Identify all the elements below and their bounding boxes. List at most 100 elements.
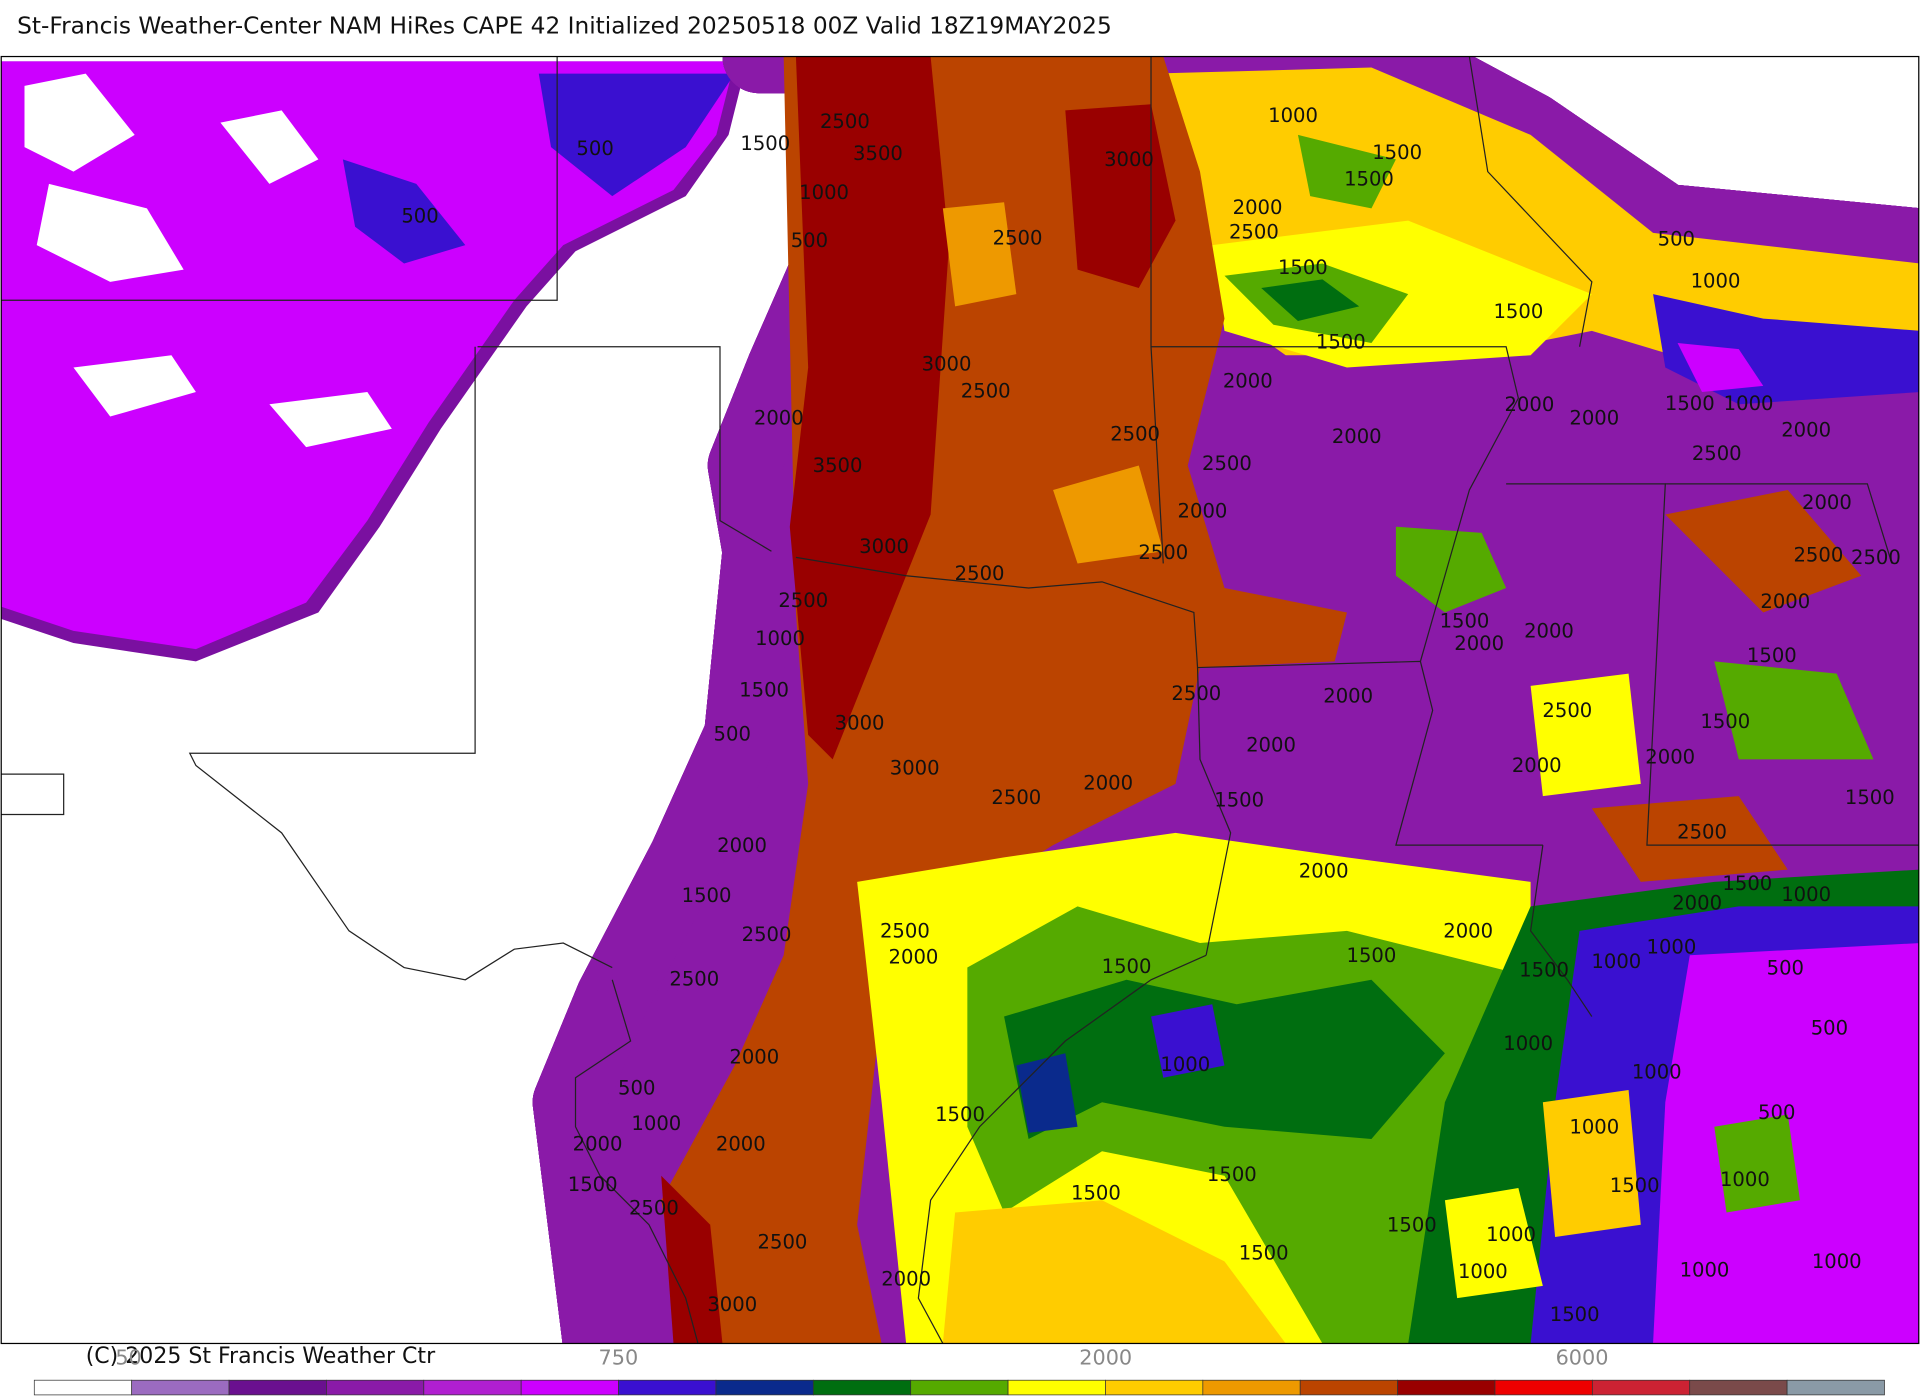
contour-label: 1000 <box>1812 1250 1862 1273</box>
contour-label: 2500 <box>880 920 930 943</box>
contour-label: 2500 <box>629 1196 679 1219</box>
contour-label: 2500 <box>1202 452 1252 475</box>
contour-label: 3000 <box>1104 148 1154 171</box>
borders <box>1 56 1919 1344</box>
contour-label: 1500 <box>568 1173 618 1196</box>
contour-label: 2000 <box>881 1267 931 1290</box>
contour-label: 3000 <box>859 535 909 558</box>
contour-label: 2500 <box>1542 699 1592 722</box>
colorbar-swatch <box>520 1379 619 1396</box>
contour-label: 1000 <box>1591 950 1641 973</box>
colorbar-swatch <box>715 1379 814 1396</box>
contour-label: 2000 <box>1233 196 1283 219</box>
colorbar-swatch <box>1299 1379 1398 1396</box>
contour-label: 2500 <box>742 923 792 946</box>
contour-label: 2500 <box>991 786 1041 809</box>
contour-label: 500 <box>1658 228 1695 251</box>
contour-label: 1000 <box>1268 104 1318 127</box>
contour-labels: 2500 1500 3500 500 1000 500 500 1000 1500 1500 300… <box>401 104 1901 1326</box>
map-area <box>1 56 1919 1344</box>
colorbar-swatch <box>423 1379 522 1396</box>
contour-label: 3000 <box>707 1293 757 1316</box>
contour-label: 2500 <box>1229 220 1279 243</box>
contour-label: 1500 <box>1344 168 1394 191</box>
contour-label: 3500 <box>853 142 903 165</box>
contour-label: 1500 <box>1440 610 1490 633</box>
contour-label: 3000 <box>835 711 885 734</box>
contour-label: 3000 <box>890 757 940 780</box>
contour-label: 2000 <box>1178 500 1228 523</box>
contour-label: 1000 <box>1458 1260 1508 1283</box>
contour-label: 1500 <box>1071 1182 1121 1205</box>
colorbar-swatch <box>131 1379 230 1396</box>
contour-label: 2000 <box>1802 491 1852 514</box>
title: St-Francis Weather-Center NAM HiRes CAPE… <box>17 12 1112 39</box>
contour-label: 1500 <box>1372 141 1422 164</box>
contour-label: 1000 <box>799 181 849 204</box>
contour-label: 2500 <box>993 226 1043 249</box>
contour-label: 3000 <box>922 353 972 376</box>
colorbar-swatch <box>228 1379 327 1396</box>
contour-label: 2500 <box>1110 422 1160 445</box>
contour-label: 2000 <box>1781 419 1831 442</box>
contour-label: 1000 <box>1503 1032 1553 1055</box>
colorbar-label: 6000 <box>1556 1345 1609 1369</box>
contour-label: 1500 <box>1387 1213 1437 1236</box>
contour-label: 1500 <box>1493 300 1543 323</box>
contour-label: 1000 <box>1724 392 1774 415</box>
contour-label: 1500 <box>682 884 732 907</box>
contour-label: 1000 <box>755 627 805 650</box>
contour-label: 2000 <box>1524 620 1574 643</box>
colorbar-swatch <box>1397 1379 1496 1396</box>
contour-label: 2500 <box>961 380 1011 403</box>
colorbar-swatch <box>1591 1379 1691 1396</box>
contour-label: 500 <box>1811 1016 1848 1039</box>
contour-label: 2500 <box>758 1231 808 1254</box>
contour-label: 1000 <box>1160 1053 1210 1076</box>
colorbar-swatch <box>1786 1379 1885 1396</box>
colorbar-swatch <box>812 1379 912 1396</box>
contour-label: 1500 <box>1747 644 1797 667</box>
contour-label: 1500 <box>1519 959 1569 982</box>
contour-label: 500 <box>1767 956 1804 979</box>
contour-label: 1500 <box>1550 1303 1600 1326</box>
contour-label: 2500 <box>669 967 719 990</box>
contour-label: 1500 <box>1214 789 1264 812</box>
contour-label: 2000 <box>573 1133 623 1156</box>
contour-label: 2000 <box>1672 891 1722 914</box>
contour-label: 2500 <box>1793 544 1843 567</box>
colorbar: 50 750 2000 6000 <box>33 1345 1885 1396</box>
colorbar-label: 750 <box>599 1345 639 1369</box>
contour-label: 1500 <box>1700 710 1750 733</box>
contour-label: 1000 <box>1569 1115 1619 1138</box>
contour-label: 500 <box>618 1076 655 1099</box>
contour-label: 2500 <box>1171 682 1221 705</box>
contour-label: 2000 <box>1299 860 1349 883</box>
contour-label: 2500 <box>1851 546 1901 569</box>
colorbar-swatch <box>1105 1379 1204 1396</box>
contour-label: 1500 <box>1102 955 1152 978</box>
contour-label: 2000 <box>754 406 804 429</box>
contour-label: 2500 <box>778 589 828 612</box>
contour-label: 2000 <box>1645 746 1695 769</box>
contour-label: 500 <box>714 722 751 745</box>
contour-label: 2000 <box>1443 920 1493 943</box>
contour-label: 2000 <box>717 834 767 857</box>
contour-label: 1500 <box>935 1103 985 1126</box>
contour-label: 500 <box>401 204 438 227</box>
contour-label: 1500 <box>1278 256 1328 279</box>
contour-label: 2500 <box>1692 442 1742 465</box>
colorbar-swatch <box>1689 1379 1788 1396</box>
contour-label: 1500 <box>739 678 789 701</box>
contour-label: 1500 <box>1610 1174 1660 1197</box>
contour-label: 1000 <box>1486 1223 1536 1246</box>
contour-label: 2000 <box>1504 393 1554 416</box>
colorbar-swatch <box>1494 1379 1593 1396</box>
colorbar-swatch <box>326 1379 425 1396</box>
contour-label: 1500 <box>1316 331 1366 354</box>
contour-label: 2000 <box>729 1046 779 1069</box>
contour-label: 1500 <box>1665 392 1715 415</box>
contour-label: 2000 <box>1454 632 1504 655</box>
contour-label: 500 <box>1758 1101 1795 1124</box>
contour-label: 1000 <box>1647 935 1697 958</box>
